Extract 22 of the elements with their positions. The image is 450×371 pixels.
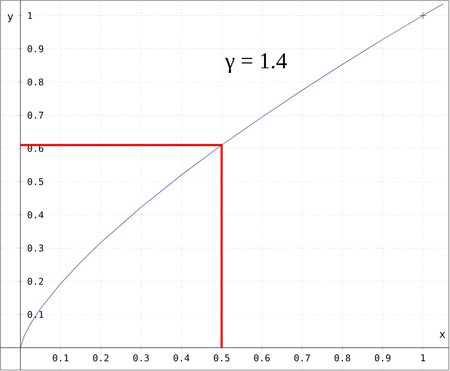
x-tick-label: 1 [421,354,426,362]
y-tick-label: 0.4 [28,212,44,219]
y-tick-label: 0.8 [28,78,44,86]
x-tick-label: 0.1 [52,354,68,362]
x-tick-label: 0.9 [374,354,390,362]
y-tick-label: 0.9 [28,45,44,52]
x-tick-label: 0.5 [214,354,230,362]
y-axis-title: y [8,14,14,22]
x-tick-label: 0.2 [93,354,109,362]
x-tick-label: 0.8 [334,354,350,362]
y-tick-label: 1 [28,12,32,20]
x-tick-label: 0.3 [133,354,149,362]
y-tick-label: 0.2 [28,278,44,286]
x-tick-label: 0.4 [174,354,190,362]
y-tick-label: 0.3 [28,244,44,252]
x-tick-label: 0.7 [294,354,310,362]
x-axis-title: x [440,332,446,338]
y-tick-label: 0.7 [28,112,44,119]
annotation: γ = 1.4 [224,54,287,74]
line-series [20,4,444,348]
x-tick-label: 0.6 [254,354,270,362]
y-tick-label: 0.5 [28,178,44,186]
